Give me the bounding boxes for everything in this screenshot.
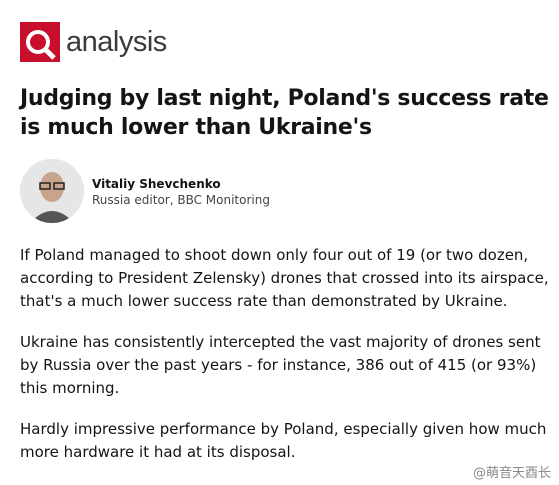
watermark: @萌音天酉长 xyxy=(472,466,551,481)
section-label: analysis xyxy=(66,25,167,58)
headline: Judging by last night, Poland's success … xyxy=(20,86,549,140)
logo: analysis xyxy=(20,22,167,62)
logo-icon xyxy=(20,22,60,62)
paragraph: Ukraine has consistently intercepted the… xyxy=(20,333,541,397)
author-photo xyxy=(20,159,84,223)
paragraph: If Poland managed to shoot down only fou… xyxy=(20,246,549,310)
paragraph: Hardly impressive performance by Poland,… xyxy=(20,420,547,461)
author-name: Vitaliy Shevchenko xyxy=(92,177,221,191)
author-role: Russia editor, BBC Monitoring xyxy=(92,193,270,207)
